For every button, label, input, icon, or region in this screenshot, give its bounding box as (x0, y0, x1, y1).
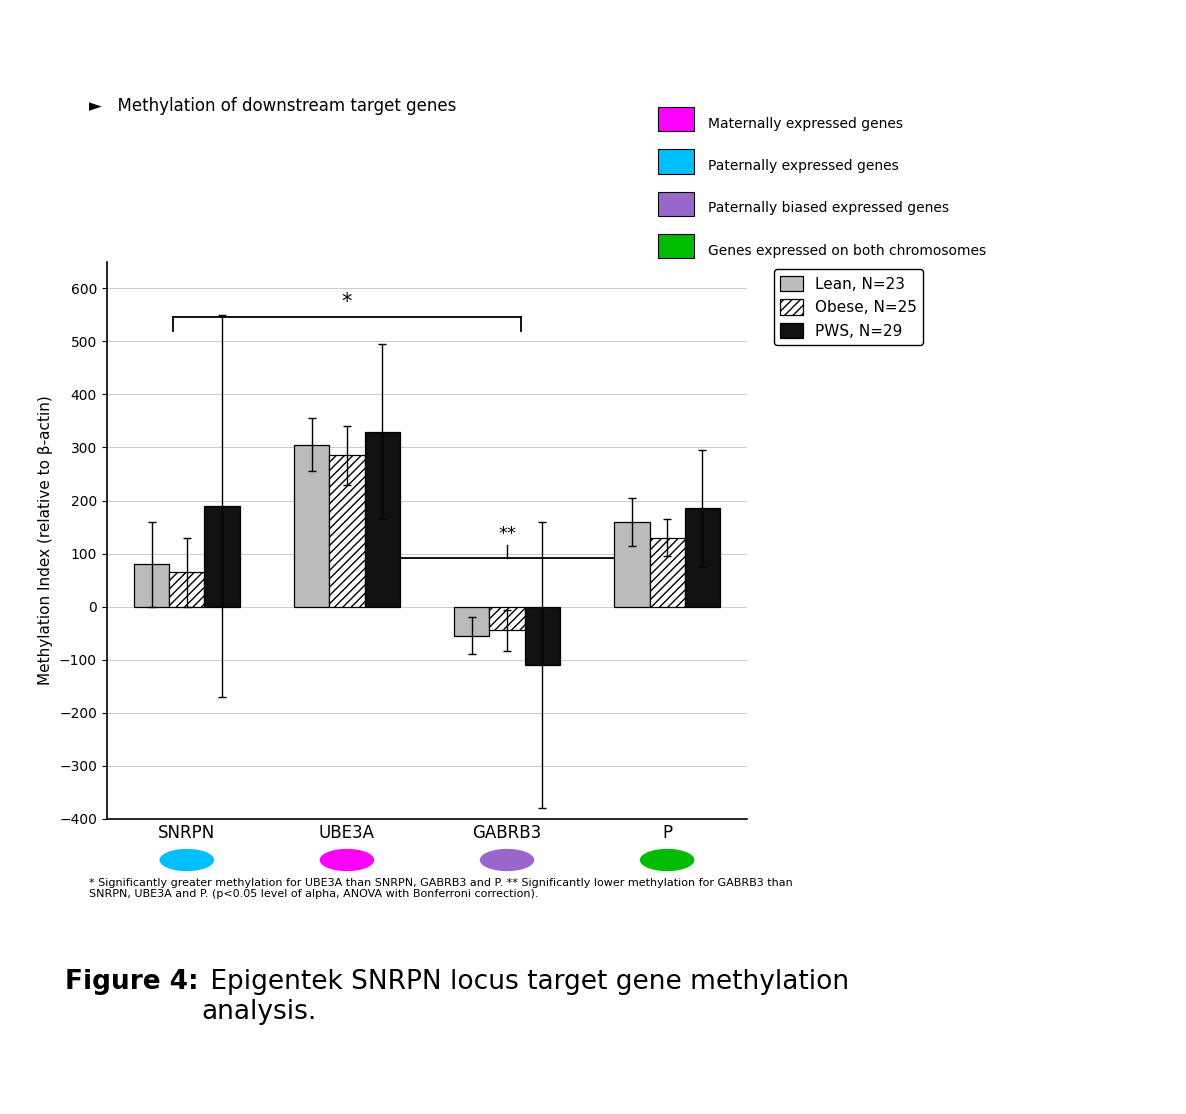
Bar (170, 573, 204, 607)
Bar (204, 506, 240, 607)
Bar (454, 607, 490, 636)
Bar (684, 508, 720, 607)
Text: Genes expressed on both chromosomes: Genes expressed on both chromosomes (708, 244, 987, 257)
Text: Paternally biased expressed genes: Paternally biased expressed genes (708, 202, 949, 215)
Bar (134, 564, 170, 607)
Bar (614, 521, 650, 607)
Bar (524, 607, 560, 665)
Text: Epigentek SNRPN locus target gene methylation
analysis.: Epigentek SNRPN locus target gene methyl… (202, 969, 849, 1025)
Text: Maternally expressed genes: Maternally expressed genes (708, 117, 903, 130)
Text: Figure 4:: Figure 4: (65, 969, 199, 995)
Text: **: ** (498, 525, 516, 543)
Text: *: * (342, 292, 352, 312)
Bar (330, 456, 364, 607)
Text: * Significantly greater methylation for UBE3A than SNRPN, GABRB3 and P. ** Signi: * Significantly greater methylation for … (89, 878, 792, 899)
Text: ►   Methylation of downstream target genes: ► Methylation of downstream target genes (89, 97, 457, 115)
Bar (490, 607, 524, 631)
Bar (294, 444, 330, 607)
Legend: Lean, N=23, Obese, N=25, PWS, N=29: Lean, N=23, Obese, N=25, PWS, N=29 (774, 270, 923, 345)
Bar (650, 538, 684, 607)
Bar (364, 431, 400, 607)
Y-axis label: Methylation Index (relative to β-actin): Methylation Index (relative to β-actin) (38, 395, 53, 685)
Text: Paternally expressed genes: Paternally expressed genes (708, 159, 899, 173)
